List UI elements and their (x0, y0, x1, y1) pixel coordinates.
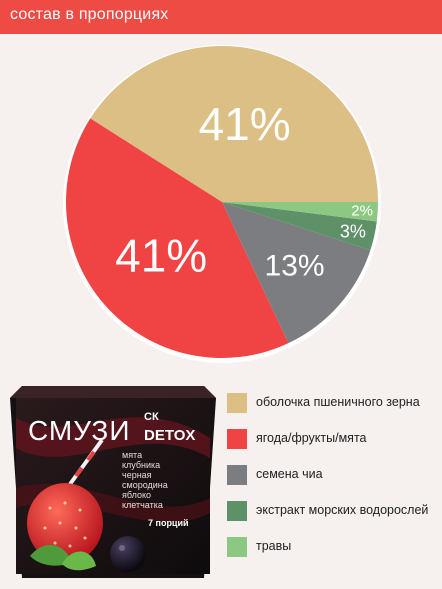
legend-swatch (227, 393, 247, 413)
product-box-image: СМУЗИ СК DETOX мята клубника черная смор… (10, 386, 216, 578)
pie-slice (222, 202, 377, 251)
product-portions: 7 порций (148, 518, 189, 528)
pie-slice-label: 41% (199, 98, 291, 150)
blackcurrant-graphic (110, 536, 146, 572)
product-ingredient: смородина (122, 480, 168, 490)
legend-swatch (227, 501, 247, 521)
legend-label: экстракт морских водорослей (256, 503, 429, 517)
pie-slice-label: 41% (115, 230, 207, 282)
mint-leaf-graphic (30, 544, 72, 566)
product-ingredient: клубника (122, 460, 160, 470)
product-ingredient: клетчатка (122, 500, 163, 510)
product-logo-text: СК (144, 411, 159, 423)
strawberry-graphic (27, 483, 103, 563)
legend-label: семена чиа (256, 467, 323, 481)
product-detox-text: DETOX (144, 427, 195, 444)
pie-slice (66, 118, 289, 359)
pie-slice (222, 202, 371, 344)
legend-swatch (227, 537, 247, 557)
pie-slice-label: 2% (351, 202, 373, 219)
product-brand-text: СМУЗИ (28, 415, 130, 446)
header-bar: состав в пропорциях (0, 0, 442, 34)
legend-label: травы (256, 539, 292, 553)
product-ingredient: яблоко (122, 490, 151, 500)
product-ingredient: черная (122, 470, 152, 480)
pie-chart: 41% 41% 13% 3% 2% (63, 45, 381, 363)
pie-slice (222, 202, 378, 222)
product-ingredient: мята (122, 450, 142, 460)
legend-label: оболочка пшеничного зерна (256, 395, 420, 409)
pie-slice-label: 13% (265, 249, 325, 282)
pie-slice (90, 46, 378, 203)
pie-slice-label: 3% (340, 221, 366, 241)
legend-swatch (227, 465, 247, 485)
legend-swatch (227, 429, 247, 449)
page-title: состав в пропорциях (10, 6, 169, 23)
legend-label: ягода/фрукты/мята (256, 431, 367, 445)
